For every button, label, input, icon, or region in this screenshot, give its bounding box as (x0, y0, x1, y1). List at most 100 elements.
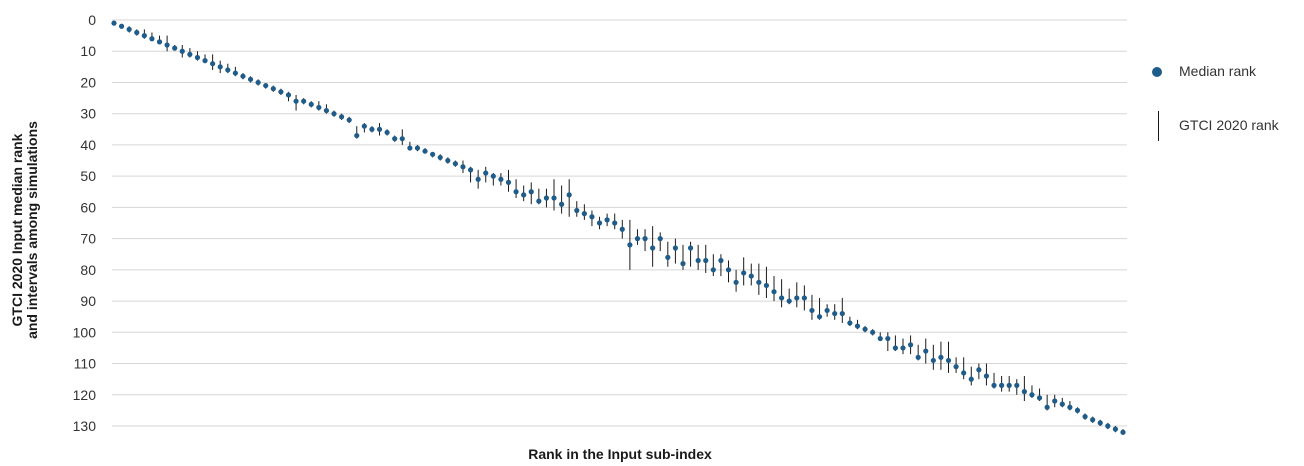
median-point (1090, 417, 1096, 423)
median-point (862, 326, 868, 332)
legend-label-median: Median rank (1179, 63, 1257, 79)
median-point (892, 345, 899, 351)
median-point (323, 107, 330, 114)
median-point (392, 136, 398, 142)
median-point (786, 298, 792, 304)
median-point (445, 157, 451, 164)
median-point (589, 214, 595, 220)
median-point (665, 254, 671, 260)
median-point (483, 170, 489, 176)
median-point (718, 257, 724, 264)
y-tick-labels: 0 10 20 30 40 50 60 70 80 90 100 110 120 130 (73, 12, 97, 434)
median-point (733, 279, 739, 285)
y-tick-label: 80 (80, 262, 96, 278)
median-point (179, 48, 185, 54)
median-point (763, 282, 770, 289)
median-point (1097, 420, 1103, 426)
median-point (285, 92, 292, 98)
y-tick-label: 60 (80, 199, 96, 215)
median-point (1014, 382, 1020, 388)
median-point (642, 236, 648, 242)
median-point (923, 348, 929, 354)
median-point (210, 61, 216, 67)
median-point (1082, 414, 1088, 420)
median-point (559, 201, 565, 207)
median-point (149, 36, 155, 42)
median-point (627, 242, 633, 248)
y-axis-label-line2: and intervals among simulations (24, 121, 40, 339)
median-point (930, 357, 936, 364)
median-point (885, 335, 891, 342)
median-point (847, 320, 853, 326)
median-point (938, 354, 944, 360)
median-point (832, 310, 838, 317)
y-tick-label: 100 (73, 324, 97, 340)
median-point (1029, 392, 1035, 398)
median-point (999, 382, 1005, 388)
median-point (407, 145, 413, 151)
median-point (1036, 395, 1043, 401)
median-point (725, 267, 732, 273)
median-point (369, 126, 375, 132)
median-point (338, 114, 345, 120)
median-point (354, 132, 360, 139)
median-point (634, 236, 641, 242)
median-point (331, 111, 337, 117)
y-tick-label: 90 (80, 293, 96, 309)
median-point (430, 151, 436, 157)
median-point (422, 148, 428, 154)
median-point (801, 295, 807, 301)
y-tick-label: 70 (80, 231, 96, 247)
median-point (961, 370, 967, 376)
median-point (1052, 398, 1058, 404)
y-tick-label: 110 (74, 356, 97, 372)
median-point (581, 211, 587, 217)
x-axis-label: Rank in the Input sub-index (528, 446, 712, 462)
median-point (816, 314, 823, 320)
median-point (263, 82, 269, 89)
median-point (293, 98, 299, 104)
y-tick-label: 40 (80, 137, 96, 153)
median-point (240, 73, 246, 79)
median-point (612, 220, 618, 226)
y-tick-label: 130 (73, 418, 97, 434)
median-point (490, 173, 496, 179)
median-point (839, 310, 845, 317)
median-point (376, 126, 383, 132)
y-tick-label: 20 (80, 74, 96, 90)
median-point (1067, 404, 1073, 410)
median-point (741, 270, 747, 276)
median-point (247, 76, 254, 82)
median-point (1006, 382, 1012, 388)
median-point (794, 295, 800, 301)
median-point (172, 45, 178, 51)
median-point (270, 86, 276, 92)
median-point (1112, 426, 1119, 432)
median-point (771, 289, 777, 295)
median-point (437, 154, 443, 161)
median-point (657, 236, 663, 242)
median-point (498, 176, 504, 182)
median-point (361, 123, 367, 129)
median-point (870, 329, 876, 335)
median-point (983, 373, 990, 379)
median-point (945, 357, 952, 364)
median-point (399, 136, 405, 142)
median-point (225, 67, 231, 73)
y-axis-label: GTCI 2020 Input median rank and interval… (2, 80, 48, 380)
median-point (111, 20, 117, 26)
median-point (1044, 404, 1050, 410)
gridlines (112, 19, 1127, 427)
median-point (255, 79, 261, 86)
median-point (232, 70, 238, 76)
y-tick-label: 30 (80, 106, 96, 122)
median-point (134, 29, 140, 36)
median-point (384, 129, 390, 136)
median-point (194, 54, 201, 61)
median-point (877, 335, 883, 342)
median-point (475, 176, 481, 182)
median-point (650, 245, 656, 251)
median-point (1059, 401, 1065, 407)
median-point (513, 189, 519, 195)
